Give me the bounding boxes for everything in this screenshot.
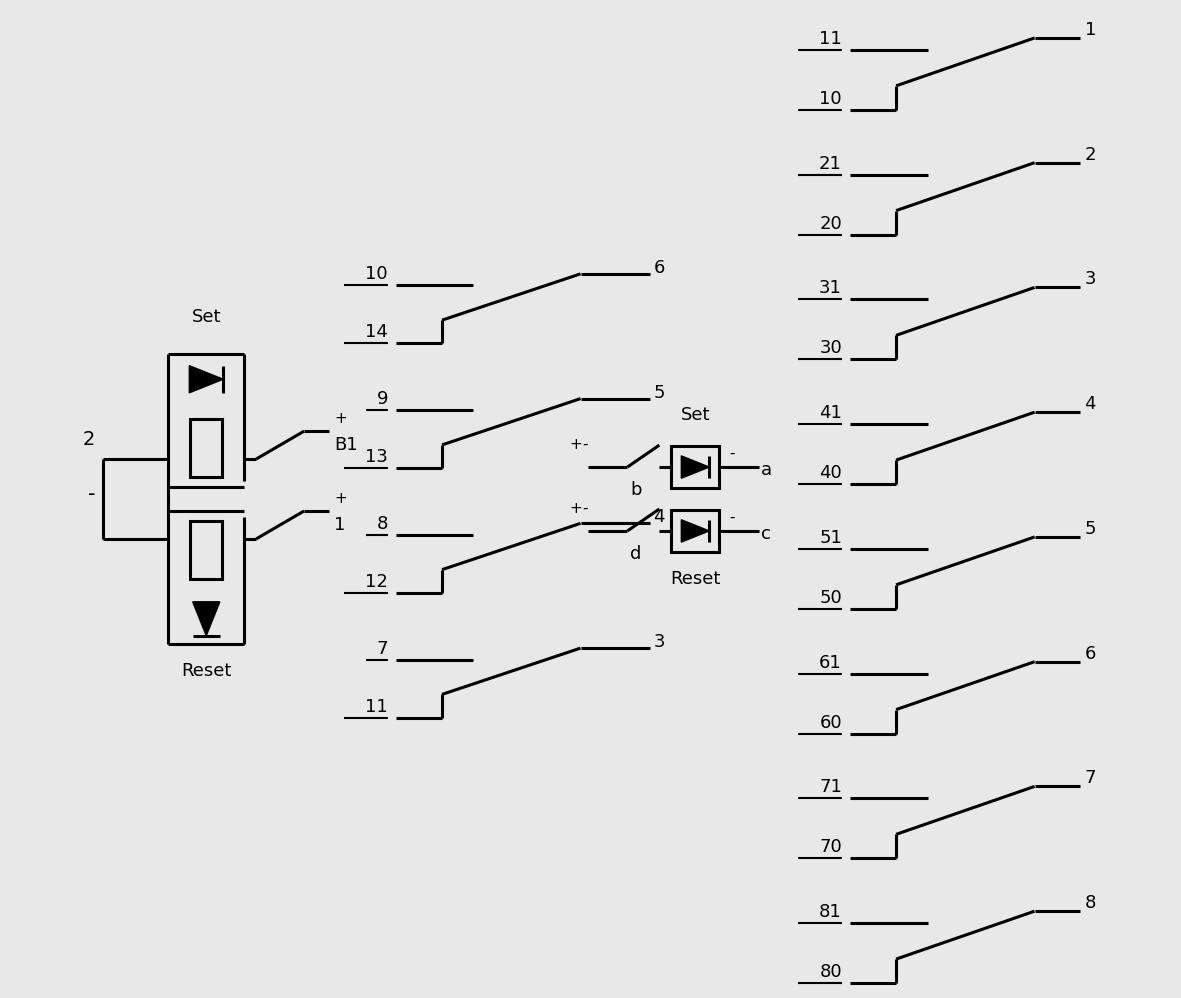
Bar (190, 419, 222, 477)
Text: 4: 4 (653, 508, 665, 526)
Text: 9: 9 (377, 390, 387, 408)
Text: +: + (569, 501, 582, 516)
Text: Set: Set (680, 406, 710, 424)
Text: +: + (569, 437, 582, 452)
Polygon shape (193, 602, 220, 636)
Text: 3: 3 (653, 633, 665, 651)
Text: 31: 31 (820, 279, 842, 297)
Text: 12: 12 (365, 573, 387, 591)
Text: a: a (762, 461, 772, 479)
Text: 20: 20 (820, 215, 842, 233)
Text: c: c (762, 525, 771, 543)
Text: Reset: Reset (181, 662, 231, 680)
Text: -: - (729, 510, 735, 525)
Text: 60: 60 (820, 714, 842, 732)
Text: 11: 11 (820, 30, 842, 48)
Text: 7: 7 (377, 640, 387, 658)
Text: 80: 80 (820, 963, 842, 981)
Text: 1: 1 (1084, 21, 1096, 39)
Text: 1: 1 (334, 516, 345, 534)
Text: 11: 11 (365, 698, 387, 716)
Text: 40: 40 (820, 464, 842, 482)
Text: 6: 6 (1084, 645, 1096, 663)
Text: 4: 4 (1084, 395, 1096, 413)
Text: 8: 8 (377, 515, 387, 533)
Bar (671, 446, 719, 488)
Text: 21: 21 (820, 155, 842, 173)
Text: 81: 81 (820, 903, 842, 921)
Text: 13: 13 (365, 448, 387, 466)
Text: d: d (631, 545, 641, 563)
Text: -: - (729, 446, 735, 461)
Text: 51: 51 (820, 529, 842, 547)
Text: 3: 3 (1084, 270, 1096, 288)
Text: 61: 61 (820, 654, 842, 672)
Text: -: - (89, 484, 96, 504)
Text: Set: Set (191, 308, 221, 326)
Text: 5: 5 (653, 383, 665, 401)
Text: -: - (582, 437, 588, 452)
Polygon shape (681, 456, 710, 478)
Text: 7: 7 (1084, 769, 1096, 787)
Polygon shape (681, 520, 710, 542)
Text: 14: 14 (365, 323, 387, 341)
Text: 10: 10 (820, 90, 842, 108)
Polygon shape (189, 365, 223, 393)
Text: 50: 50 (820, 589, 842, 607)
Text: +: + (334, 411, 347, 426)
Text: 2: 2 (1084, 146, 1096, 164)
Text: 2: 2 (83, 429, 96, 449)
Bar (190, 521, 222, 579)
Text: 6: 6 (653, 258, 665, 276)
Text: 8: 8 (1084, 894, 1096, 912)
Text: B1: B1 (334, 436, 358, 454)
Bar (671, 510, 719, 552)
Text: -: - (582, 501, 588, 516)
Text: b: b (631, 481, 642, 499)
Text: 30: 30 (820, 339, 842, 357)
Text: 70: 70 (820, 838, 842, 856)
Text: Reset: Reset (670, 570, 720, 588)
Text: 10: 10 (365, 265, 387, 283)
Text: 5: 5 (1084, 520, 1096, 538)
Text: 71: 71 (820, 778, 842, 796)
Text: +: + (334, 491, 347, 506)
Text: 41: 41 (820, 404, 842, 422)
